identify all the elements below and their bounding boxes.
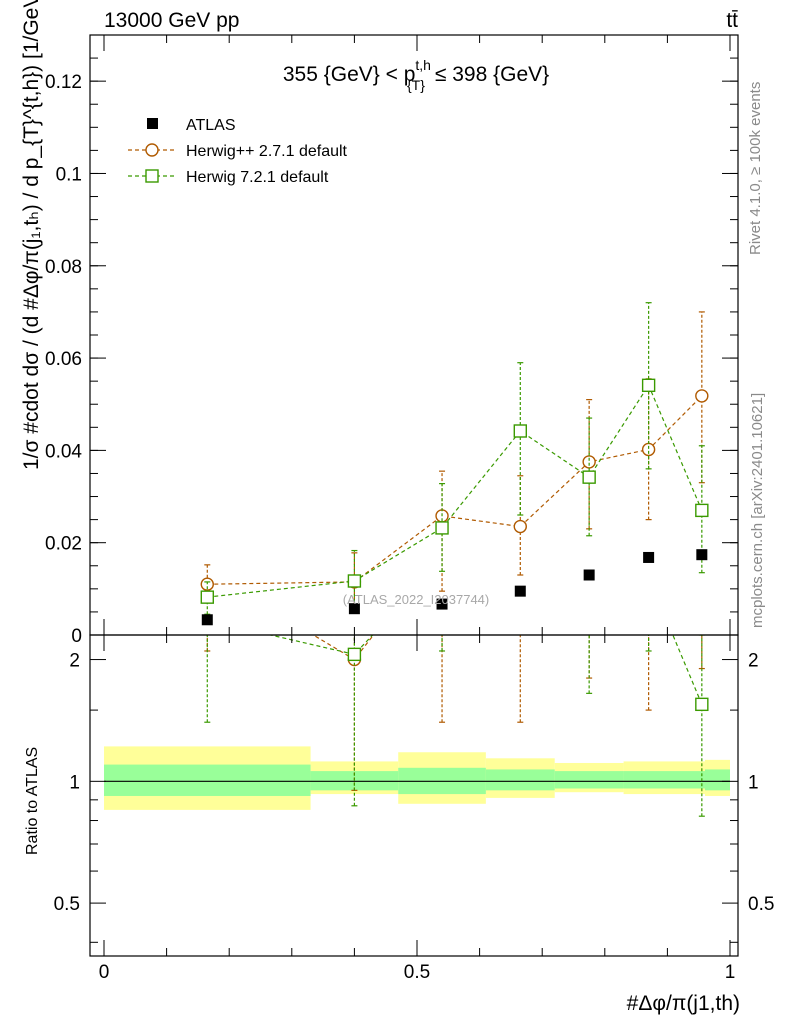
legend-label-herwigpp: Herwig++ 2.7.1 default	[186, 143, 348, 160]
main-y-tick-label: 0.06	[45, 349, 82, 370]
ratio-y-tick-label: 1	[69, 772, 80, 793]
ratio-y-tick-label: 0.5	[54, 894, 80, 915]
ratio-band-inner	[623, 771, 705, 789]
ratio-y-tick-label-right: 2	[748, 651, 759, 672]
header-right: tt̄	[726, 9, 738, 32]
x-axis-label: #Δφ/π(j1,th)	[627, 992, 740, 1015]
ratio-x-tick-label: 0.5	[404, 962, 430, 983]
main-y-tick-label: 0	[71, 626, 82, 647]
herwig7-line	[207, 384, 703, 598]
herwig7-point	[435, 521, 449, 535]
ratio-herwigpp-point	[583, 588, 595, 600]
legend-marker-atlas	[147, 118, 158, 129]
header-left: 13000 GeV pp	[104, 9, 239, 32]
atlas-point	[643, 551, 655, 563]
ratio-y-axis: 0.5 0.5 1 1 2 2	[54, 651, 774, 943]
main-y-tick-label: 0.08	[45, 257, 82, 278]
ratio-plot-area	[104, 571, 730, 817]
main-x-ticks	[103, 35, 731, 635]
ratio-frame	[89, 634, 739, 957]
ratio-herwigpp-point	[643, 622, 655, 634]
herwig7-point	[347, 574, 362, 588]
herwig7-point	[200, 590, 214, 604]
rivet-label: Rivet 4.1.0, ≥ 100k events	[747, 82, 764, 255]
atlas-point	[348, 603, 360, 615]
ratio-y-tick-label-right: 0.5	[748, 894, 774, 915]
herwig7-point	[695, 503, 709, 518]
legend: ATLAS Herwig++ 2.7.1 default Herwig 7.2.…	[128, 117, 348, 186]
atlas-point	[201, 614, 213, 626]
ratio-panel: 0.5 0.51 12 2 0 0.5 1 Ratio to ATLAS	[24, 571, 774, 983]
atlas-point	[514, 585, 526, 597]
main-y-tick-label: 0.04	[45, 441, 82, 462]
herwigpp-point	[513, 519, 527, 534]
atlas-point	[436, 598, 448, 610]
ratio-band-inner	[554, 771, 624, 789]
main-plot-area	[200, 302, 709, 626]
herwig7-point	[641, 378, 656, 393]
ratio-herwig7-point	[695, 697, 709, 712]
main-y-axis: 0 0.02 0.04 0.06 0.08 0.1 0.12	[45, 57, 738, 647]
legend-marker-herwig7	[145, 169, 159, 183]
ratio-herwigpp-point	[696, 582, 708, 594]
ratio-herwigpp-point	[514, 614, 526, 626]
herwigpp-point	[582, 455, 596, 469]
atlas-point	[696, 549, 708, 561]
ratio-x-axis: 0 0.5 1	[99, 635, 736, 983]
ratio-y-tick-label: 2	[69, 651, 80, 672]
main-y-tick-label: 0.12	[45, 72, 82, 93]
ratio-y-tick-label-right: 1	[748, 772, 759, 793]
herwig7-point	[513, 424, 527, 438]
herwigpp-point	[695, 389, 709, 403]
ratio-x-tick-label: 1	[725, 962, 736, 983]
mcplots-label: mcplots.cern.ch [arXiv:2401.10621]	[749, 393, 766, 628]
ratio-band-inner	[704, 769, 730, 791]
ratio-band-inner	[104, 764, 311, 796]
analysis-watermark: (ATLAS_2022_I2037744)	[343, 592, 489, 607]
legend-label-atlas: ATLAS	[186, 117, 236, 134]
ratio-y-axis-label: Ratio to ATLAS	[24, 747, 41, 855]
main-y-axis-label: 1/σ #cdot dσ / (d #Δφ/π(j₁,tₕ) / d p_{T}…	[20, 0, 43, 470]
main-y-tick-label: 0.1	[56, 164, 82, 185]
herwigpp-line	[207, 395, 703, 585]
ratio-herwig7-point	[643, 571, 655, 583]
ratio-herwig7-line	[267, 635, 703, 705]
ratio-herwig7-point	[583, 605, 595, 617]
ratio-band-inner	[485, 769, 555, 791]
main-panel: 0 0.02 0.04 0.06 0.08 0.1 0.12 355 {GeV} < pt,…	[20, 0, 739, 647]
legend-label-herwig7: Herwig 7.2.1 default	[186, 169, 329, 186]
plot-title: 355 {GeV} < pt,h {T} ≤ 398 {GeV}	[283, 57, 549, 93]
ratio-herwig7-point	[347, 647, 362, 662]
atlas-point	[583, 569, 595, 581]
herwig7-point	[582, 470, 596, 484]
main-y-tick-label: 0.02	[45, 534, 82, 555]
legend-marker-herwigpp	[145, 143, 159, 157]
ratio-x-tick-label: 0	[99, 962, 110, 983]
